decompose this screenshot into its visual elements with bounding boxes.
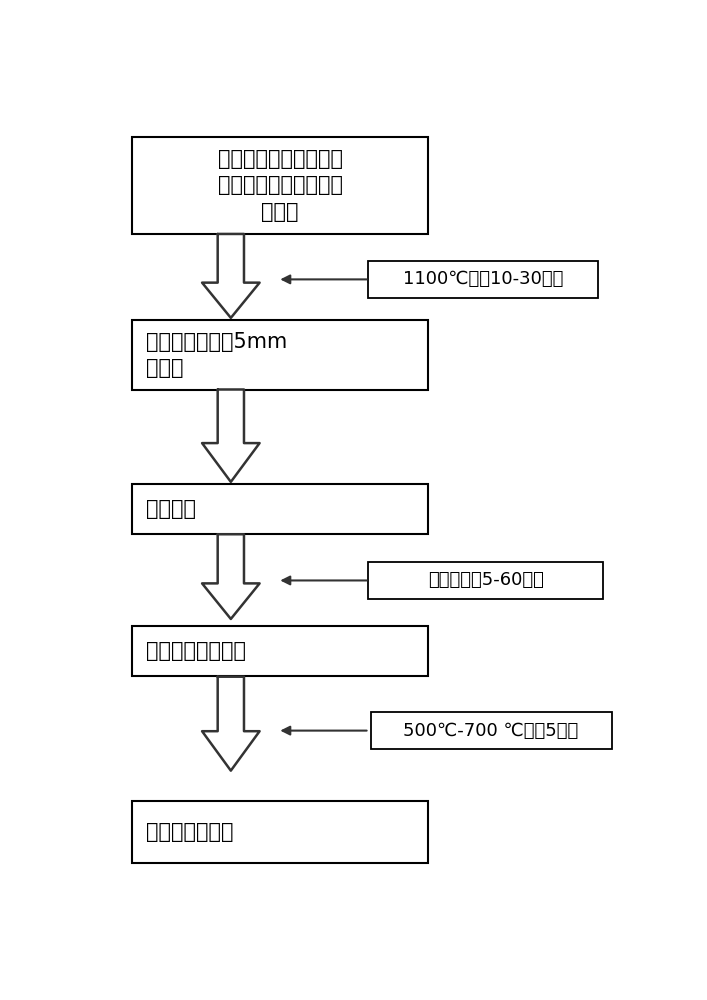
Text: 1100℃熔融10-30小时: 1100℃熔融10-30小时 <box>403 270 563 288</box>
Text: 初步粉碎为小于5mm
的粗粉: 初步粉碎为小于5mm 的粗粉 <box>146 332 287 378</box>
Text: 制备铸锭（按比例配制
起始原料，高温熔融、
淬火）: 制备铸锭（按比例配制 起始原料，高温熔融、 淬火） <box>218 149 343 222</box>
Polygon shape <box>202 443 259 482</box>
FancyBboxPatch shape <box>132 484 428 534</box>
FancyBboxPatch shape <box>368 261 598 298</box>
FancyBboxPatch shape <box>132 137 428 234</box>
Bar <box>218 389 244 443</box>
Text: 液氮下研磨5-60分钟: 液氮下研磨5-60分钟 <box>428 571 544 589</box>
FancyBboxPatch shape <box>368 562 604 599</box>
Text: 放电等离子体烧结: 放电等离子体烧结 <box>146 641 246 661</box>
Text: 方钴矿热电材料: 方钴矿热电材料 <box>146 822 233 842</box>
Bar <box>218 234 244 283</box>
FancyBboxPatch shape <box>132 801 428 863</box>
FancyBboxPatch shape <box>132 320 428 390</box>
Bar <box>218 677 244 731</box>
FancyBboxPatch shape <box>370 712 612 749</box>
Polygon shape <box>202 583 259 619</box>
Polygon shape <box>202 731 259 771</box>
FancyBboxPatch shape <box>132 626 428 676</box>
Bar <box>218 534 244 583</box>
Text: 500℃-700 ℃保温5分钟: 500℃-700 ℃保温5分钟 <box>404 722 579 740</box>
Text: 冷冻研磨: 冷冻研磨 <box>146 499 196 519</box>
Polygon shape <box>202 283 259 318</box>
